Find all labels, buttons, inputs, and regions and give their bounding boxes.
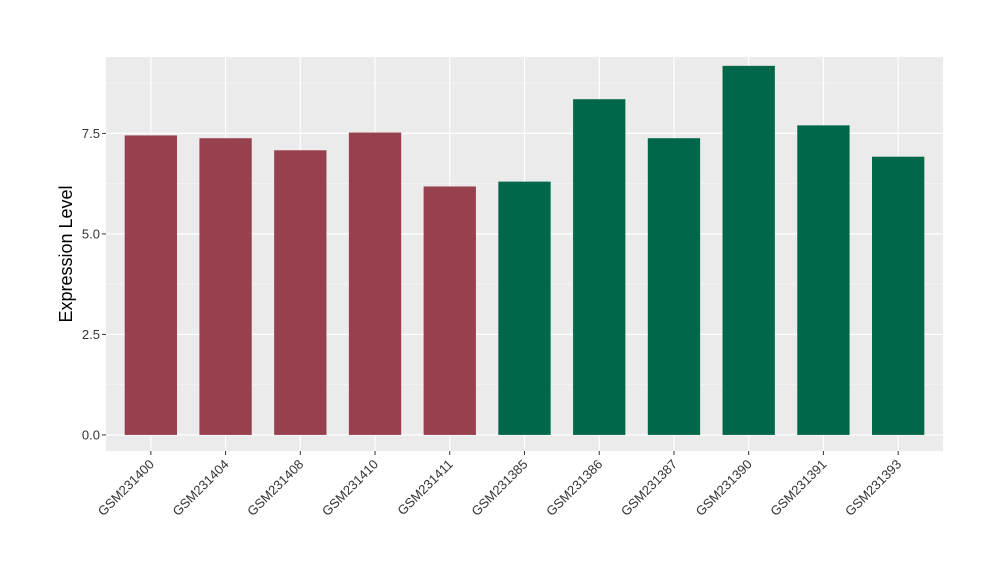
y-axis: 0.0 2.5 5.0 7.5: [82, 126, 106, 442]
x-tick-label: GSM231411: [394, 457, 456, 519]
bar-GSM231387: [647, 138, 701, 435]
y-tick-label: 7.5: [82, 126, 100, 141]
x-tick-label: GSM231410: [319, 457, 381, 519]
bar-GSM231408: [274, 150, 327, 435]
x-tick-label: GSM231386: [543, 457, 605, 519]
x-tick-label: GSM231404: [169, 457, 231, 519]
bar-GSM231391: [797, 125, 850, 435]
x-tick-label: GSM231393: [842, 457, 904, 519]
y-tick-label: 2.5: [82, 327, 100, 342]
x-tick-label: GSM231385: [468, 457, 530, 519]
x-tick-label: GSM231408: [244, 457, 306, 519]
bars: [124, 65, 925, 435]
bar-GSM231400: [124, 135, 177, 435]
bar-GSM231385: [498, 181, 551, 435]
x-tick-label: GSM231390: [693, 457, 755, 519]
bar-GSM231386: [573, 99, 626, 435]
bar-GSM231410: [348, 132, 402, 435]
x-tick-label: GSM231387: [618, 457, 680, 519]
y-tick-label: 0.0: [82, 427, 100, 442]
bar-GSM231411: [423, 186, 476, 435]
y-axis-title: Expression Level: [56, 185, 76, 322]
bar-GSM231390: [722, 65, 775, 435]
x-axis: GSM231400 GSM231404 GSM231408 GSM231410 GSM2…: [95, 451, 904, 519]
x-tick-label: GSM231400: [95, 457, 157, 519]
bar-GSM231404: [199, 138, 252, 435]
bar-GSM231393: [872, 156, 925, 435]
y-tick-label: 5.0: [82, 226, 100, 241]
x-tick-label: GSM231391: [767, 457, 829, 519]
